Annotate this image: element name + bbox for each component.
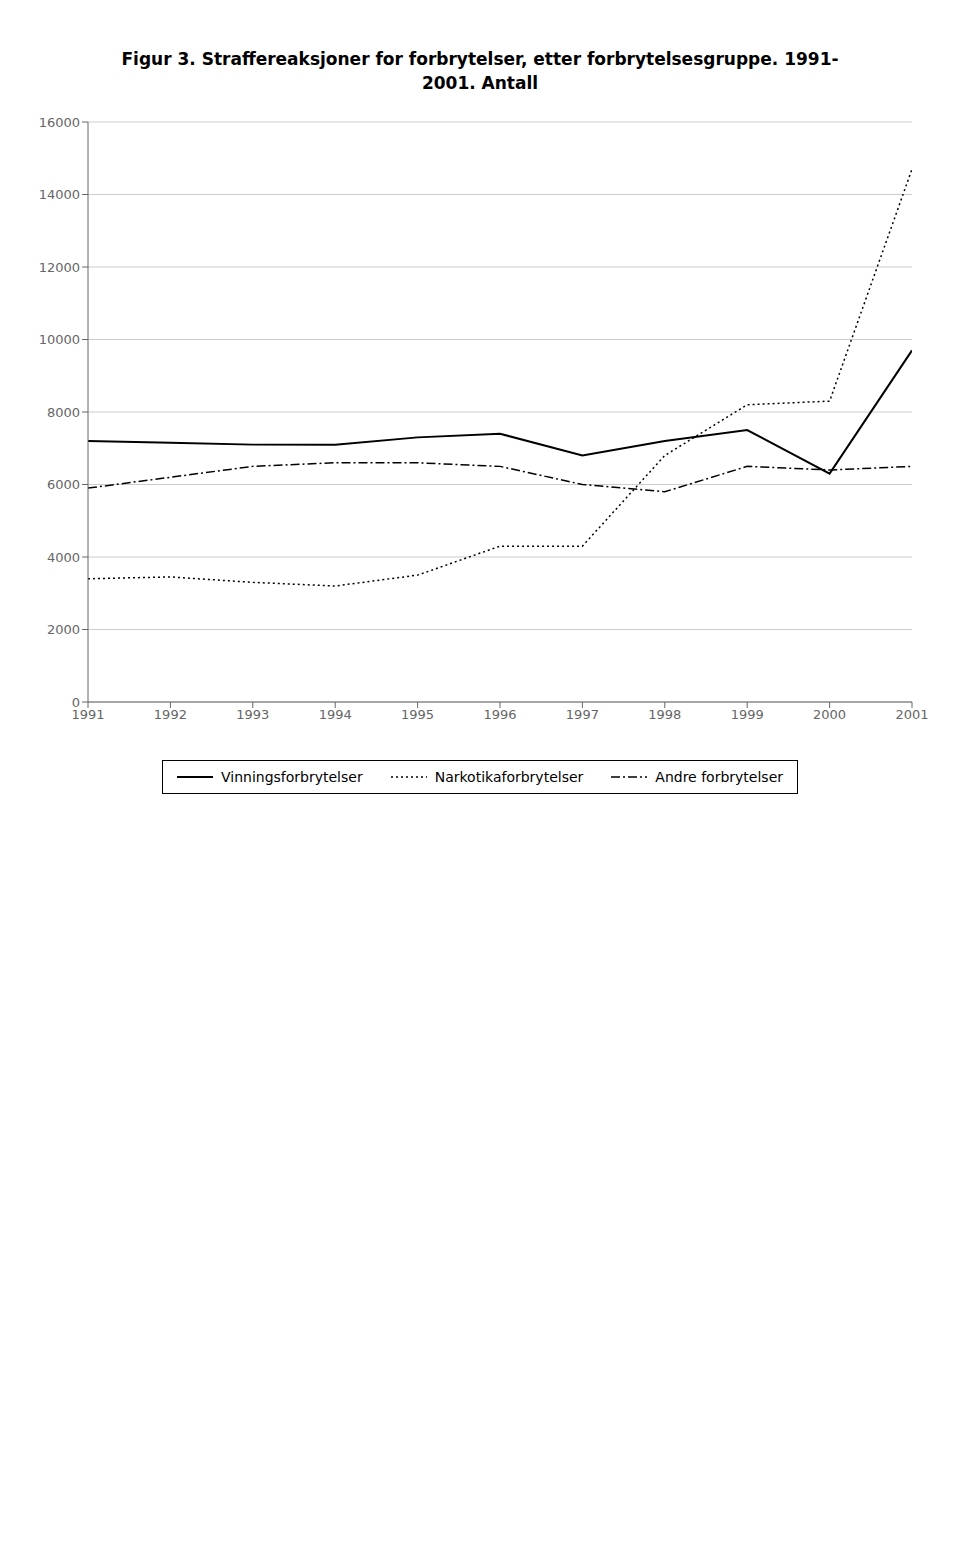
svg-text:1997: 1997 xyxy=(566,707,599,722)
svg-text:8000: 8000 xyxy=(47,404,80,419)
html-text:Andre forbrytelser: Andre forbrytelser xyxy=(655,768,783,785)
svg-text:6000: 6000 xyxy=(47,477,80,492)
svg-text:1999: 1999 xyxy=(731,707,764,722)
svg-text:14000: 14000 xyxy=(39,187,80,202)
svg-text:12000: 12000 xyxy=(39,259,80,274)
svg-text:1996: 1996 xyxy=(483,707,516,722)
svg-text:1994: 1994 xyxy=(319,707,352,722)
svg-text:2000: 2000 xyxy=(813,707,846,722)
html-text:Figur 3. Straffereaksjoner for: Figur 3. Straffereaksjoner for forbrytel… xyxy=(121,49,839,69)
svg-text:0: 0 xyxy=(72,694,80,709)
html-text:Narkotikaforbrytelser: Narkotikaforbrytelser xyxy=(434,768,584,785)
svg-text:2000: 2000 xyxy=(47,622,80,637)
svg-text:16000: 16000 xyxy=(39,114,80,129)
svg-text:1993: 1993 xyxy=(236,707,269,722)
svg-text:10000: 10000 xyxy=(39,332,80,347)
html-text:2001. Antall: 2001. Antall xyxy=(421,72,539,93)
svg-text:2001: 2001 xyxy=(895,707,928,722)
svg-text:1995: 1995 xyxy=(401,707,434,722)
svg-text:4000: 4000 xyxy=(47,549,80,564)
svg-text:1991: 1991 xyxy=(71,706,105,722)
svg-text:1998: 1998 xyxy=(648,707,681,722)
html-text:Vinningsforbrytelser: Vinningsforbrytelser xyxy=(221,768,363,785)
svg-text:1992: 1992 xyxy=(154,707,187,722)
